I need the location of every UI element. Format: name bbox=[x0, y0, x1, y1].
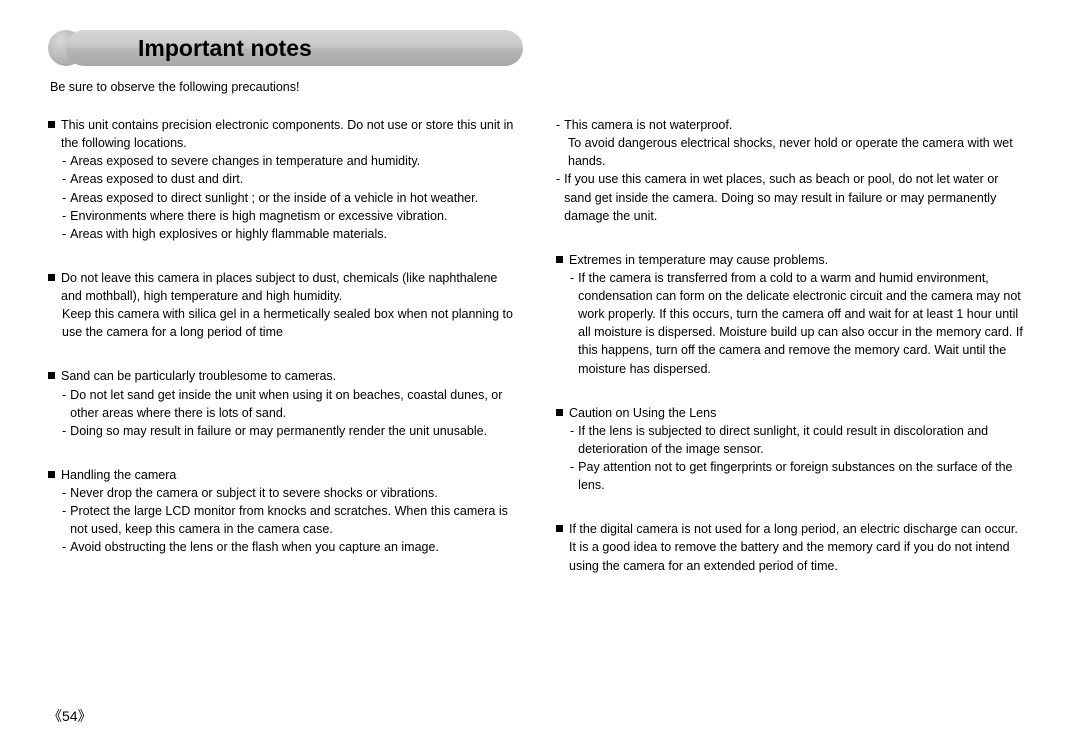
dash-icon: - bbox=[62, 225, 66, 243]
section-continuation: -This camera is not waterproof.To avoid … bbox=[556, 116, 1024, 225]
sub-list: -If the camera is transferred from a col… bbox=[556, 269, 1024, 378]
bullet-head-text: Extremes in temperature may cause proble… bbox=[569, 251, 1024, 269]
section-tail: Keep this camera with silica gel in a he… bbox=[48, 305, 516, 341]
sub-item: -Pay attention not to get fingerprints o… bbox=[570, 458, 1024, 494]
bullet-head: Handling the camera bbox=[48, 466, 516, 484]
bullet-head-text: Sand can be particularly troublesome to … bbox=[61, 367, 516, 385]
bullet-head-text: Caution on Using the Lens bbox=[569, 404, 1024, 422]
bullet-head: If the digital camera is not used for a … bbox=[556, 520, 1024, 574]
sub-item: -Protect the large LCD monitor from knoc… bbox=[62, 502, 516, 538]
dash-icon: - bbox=[62, 152, 66, 170]
columns: This unit contains precision electronic … bbox=[48, 116, 1032, 601]
sub-text: This camera is not waterproof. bbox=[564, 116, 1024, 134]
square-bullet-icon bbox=[556, 409, 563, 416]
sub-text: Areas with high explosives or highly fla… bbox=[70, 225, 516, 243]
dash-icon: - bbox=[62, 422, 66, 440]
dash-icon: - bbox=[570, 422, 574, 458]
sub-text: If the lens is subjected to direct sunli… bbox=[578, 422, 1024, 458]
sub-item: -Do not let sand get inside the unit whe… bbox=[62, 386, 516, 422]
dash-icon: - bbox=[62, 207, 66, 225]
intro-text: Be sure to observe the following precaut… bbox=[50, 80, 1032, 94]
sub-item: -This camera is not waterproof. bbox=[556, 116, 1024, 134]
dash-icon: - bbox=[62, 484, 66, 502]
sub-list: -If the lens is subjected to direct sunl… bbox=[556, 422, 1024, 495]
square-bullet-icon bbox=[556, 256, 563, 263]
bullet-head: Sand can be particularly troublesome to … bbox=[48, 367, 516, 385]
sub-text: Never drop the camera or subject it to s… bbox=[70, 484, 516, 502]
section: Extremes in temperature may cause proble… bbox=[556, 251, 1024, 378]
section: This unit contains precision electronic … bbox=[48, 116, 516, 243]
square-bullet-icon bbox=[48, 274, 55, 281]
sub-item: -Areas exposed to severe changes in temp… bbox=[62, 152, 516, 170]
section: Handling the camera-Never drop the camer… bbox=[48, 466, 516, 557]
section: If the digital camera is not used for a … bbox=[556, 520, 1024, 574]
sub-item: -Avoid obstructing the lens or the flash… bbox=[62, 538, 516, 556]
sub-item: -If you use this camera in wet places, s… bbox=[556, 170, 1024, 224]
dash-icon: - bbox=[62, 189, 66, 207]
sub-item: -If the camera is transferred from a col… bbox=[570, 269, 1024, 378]
sub-text: Environments where there is high magneti… bbox=[70, 207, 516, 225]
dash-icon: - bbox=[62, 538, 66, 556]
dash-icon: - bbox=[62, 502, 66, 538]
bullet-head: Caution on Using the Lens bbox=[556, 404, 1024, 422]
sub-item: -Never drop the camera or subject it to … bbox=[62, 484, 516, 502]
dash-icon: - bbox=[556, 170, 560, 224]
sub-text: Areas exposed to severe changes in tempe… bbox=[70, 152, 516, 170]
bullet-head-text: Handling the camera bbox=[61, 466, 516, 484]
sub-list: -Areas exposed to severe changes in temp… bbox=[48, 152, 516, 243]
sub-text: Areas exposed to direct sunlight ; or th… bbox=[70, 189, 516, 207]
sub-text: Pay attention not to get fingerprints or… bbox=[578, 458, 1024, 494]
title-pill: Important notes bbox=[66, 30, 523, 66]
sub-list: -This camera is not waterproof.To avoid … bbox=[556, 116, 1024, 225]
sub-text: Avoid obstructing the lens or the flash … bbox=[70, 538, 516, 556]
sub-text: Doing so may result in failure or may pe… bbox=[70, 422, 516, 440]
dash-icon: - bbox=[570, 269, 574, 378]
square-bullet-icon bbox=[556, 525, 563, 532]
title-bar: Important notes bbox=[48, 30, 523, 66]
sub-text: Areas exposed to dust and dirt. bbox=[70, 170, 516, 188]
sub-item: -Areas with high explosives or highly fl… bbox=[62, 225, 516, 243]
sub-text: Protect the large LCD monitor from knock… bbox=[70, 502, 516, 538]
sub-list: -Never drop the camera or subject it to … bbox=[48, 484, 516, 557]
bullet-head-text: If the digital camera is not used for a … bbox=[569, 520, 1024, 574]
sub-item: -Doing so may result in failure or may p… bbox=[62, 422, 516, 440]
sub-item: -Areas exposed to dust and dirt. bbox=[62, 170, 516, 188]
sub-text: If you use this camera in wet places, su… bbox=[564, 170, 1024, 224]
sub-item: -Environments where there is high magnet… bbox=[62, 207, 516, 225]
right-column: -This camera is not waterproof.To avoid … bbox=[556, 116, 1024, 601]
page-title: Important notes bbox=[138, 35, 312, 62]
dash-icon: - bbox=[556, 116, 560, 134]
dash-icon: - bbox=[570, 458, 574, 494]
sub-list: -Do not let sand get inside the unit whe… bbox=[48, 386, 516, 440]
dash-icon: - bbox=[62, 170, 66, 188]
dash-icon: - bbox=[62, 386, 66, 422]
square-bullet-icon bbox=[48, 372, 55, 379]
sub-text: Do not let sand get inside the unit when… bbox=[70, 386, 516, 422]
bullet-head-text: Do not leave this camera in places subje… bbox=[61, 269, 516, 305]
section: Sand can be particularly troublesome to … bbox=[48, 367, 516, 440]
sub-text: If the camera is transferred from a cold… bbox=[578, 269, 1024, 378]
bullet-head: Extremes in temperature may cause proble… bbox=[556, 251, 1024, 269]
sub-tail: To avoid dangerous electrical shocks, ne… bbox=[556, 134, 1024, 170]
bullet-head: This unit contains precision electronic … bbox=[48, 116, 516, 152]
page-number: 《54》 bbox=[48, 706, 92, 726]
bullet-head: Do not leave this camera in places subje… bbox=[48, 269, 516, 305]
section: Caution on Using the Lens-If the lens is… bbox=[556, 404, 1024, 495]
sub-item: -Areas exposed to direct sunlight ; or t… bbox=[62, 189, 516, 207]
left-column: This unit contains precision electronic … bbox=[48, 116, 516, 601]
square-bullet-icon bbox=[48, 121, 55, 128]
square-bullet-icon bbox=[48, 471, 55, 478]
section: Do not leave this camera in places subje… bbox=[48, 269, 516, 342]
sub-item: -If the lens is subjected to direct sunl… bbox=[570, 422, 1024, 458]
bullet-head-text: This unit contains precision electronic … bbox=[61, 116, 516, 152]
